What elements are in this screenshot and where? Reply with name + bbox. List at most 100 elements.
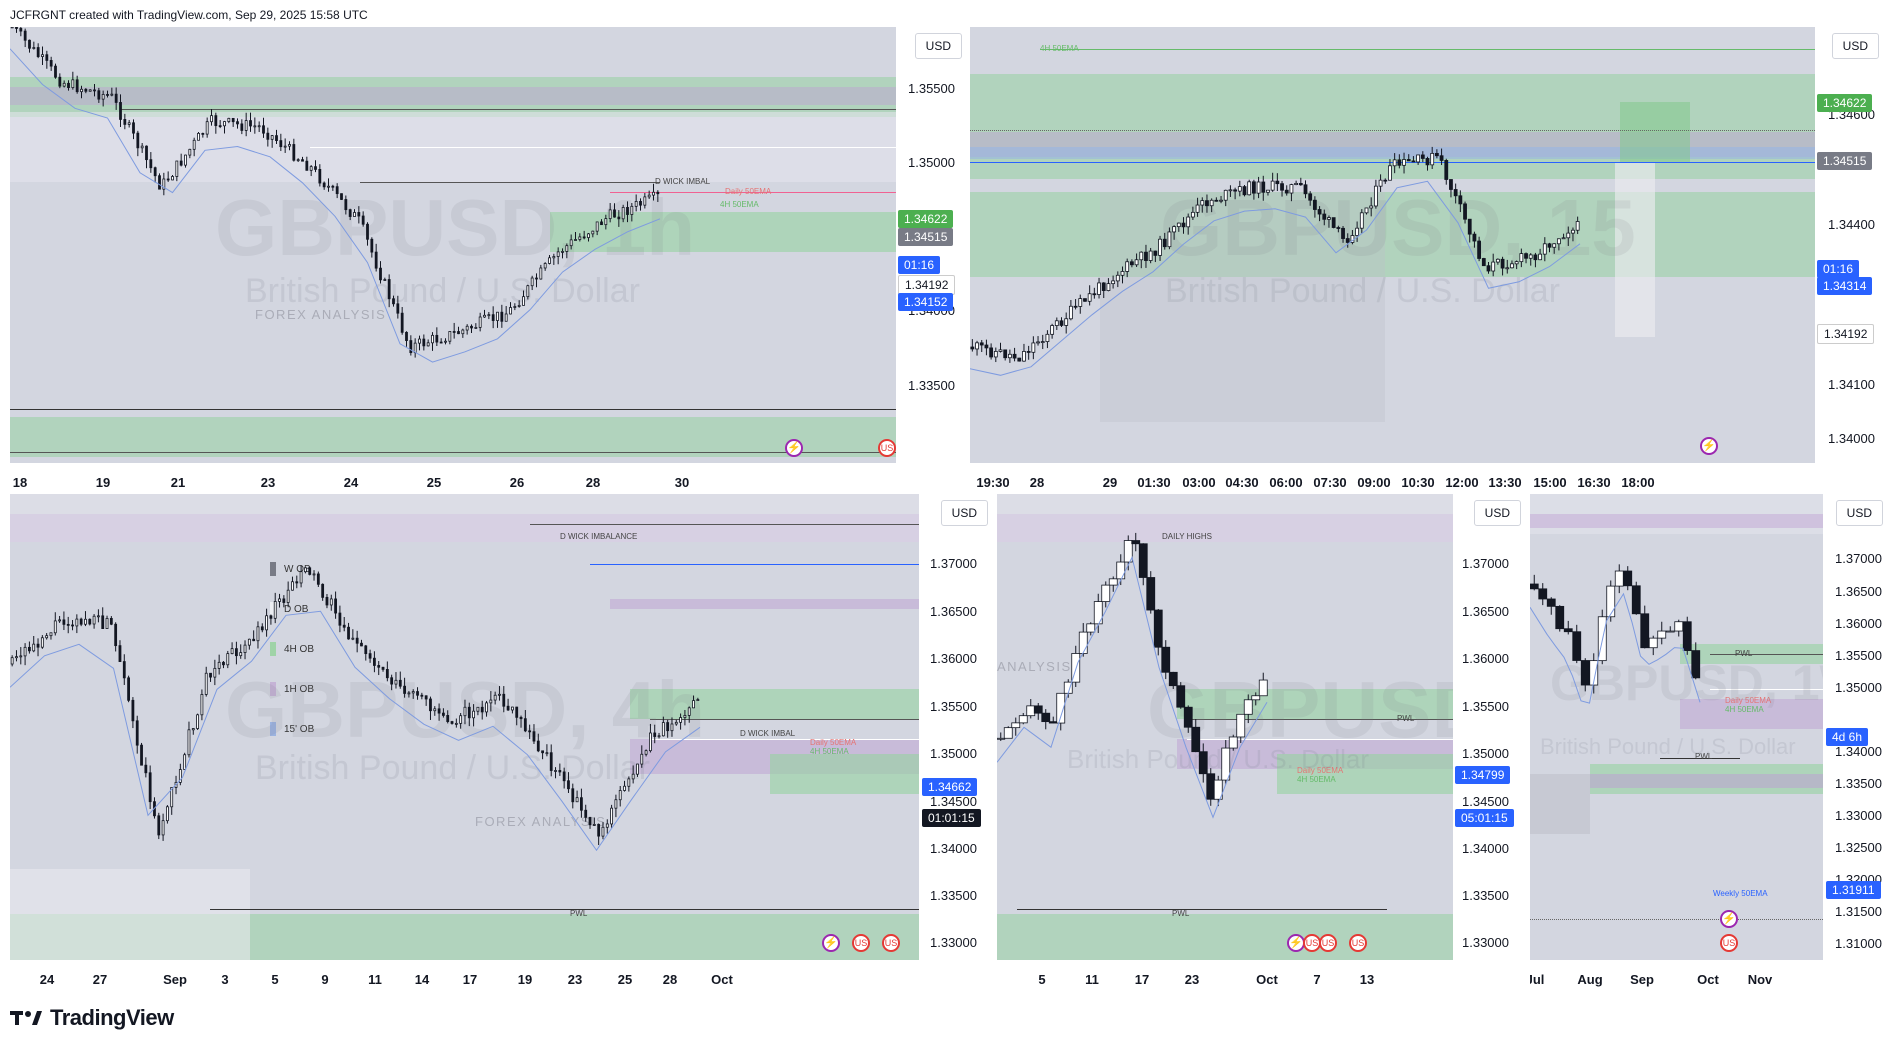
chart-panel-15m[interactable]: 4H 50EMA GBPUSD, 15 British Pound / U.S.… <box>970 27 1887 492</box>
currency-button[interactable]: USD <box>1831 33 1879 59</box>
currency-button[interactable]: USD <box>940 500 988 526</box>
plot-area[interactable]: W OB D OB 4H OB 1H OB 15' OB D WICK IMBA… <box>10 494 919 960</box>
candle-body <box>1682 621 1692 651</box>
event-icon[interactable]: ⚡ <box>1720 910 1738 928</box>
candle-body <box>400 312 404 333</box>
candle-body <box>236 121 239 125</box>
us-flag-icon[interactable]: US <box>878 439 896 457</box>
watermark-description: British Pound / U.S. Dollar <box>255 749 650 787</box>
candle-body <box>71 79 75 88</box>
candle-body <box>329 598 333 606</box>
candle-body <box>552 256 556 259</box>
candle-body <box>674 721 678 725</box>
y-tick: 1.34000 <box>1835 744 1882 759</box>
candle-body <box>595 221 599 232</box>
currency-button[interactable]: USD <box>1473 500 1521 526</box>
chart-panel-4h[interactable]: W OB D OB 4H OB 1H OB 15' OB D WICK IMBA… <box>10 494 990 990</box>
x-tick: 13 <box>1359 972 1375 987</box>
chart-panel-1h[interactable]: D WICK IMBAL Daily 50EMA 4H 50EMA GBPUSD… <box>10 27 968 492</box>
legend-4h-ob: 4H OB <box>284 643 315 655</box>
currency-button[interactable]: USD <box>914 33 962 59</box>
candle-body <box>1243 699 1253 715</box>
candle-body <box>166 806 169 822</box>
watermark-description: British Pound / U.S. Dollar <box>245 272 640 310</box>
candle-body <box>1125 261 1130 272</box>
x-tick: 14 <box>414 972 430 987</box>
plot-area[interactable]: DAILY HIGHS PWL Daily 50EMA 4H 50EMA PWL… <box>997 494 1453 960</box>
x-tick: 11 <box>368 972 382 987</box>
candle-body <box>53 620 57 634</box>
candle-body <box>1561 237 1566 240</box>
candle-body <box>266 132 270 140</box>
us-flag-icon[interactable]: US <box>1720 934 1738 952</box>
chart-panel-1w[interactable]: PWL Daily 50EMA 4H 50EMA PWL Weekly 50EM… <box>1530 494 1887 990</box>
candle-body <box>79 618 83 625</box>
x-tick: 24 <box>343 475 359 490</box>
y-tick: 1.36500 <box>930 604 977 619</box>
countdown-tag: 01:01:15 <box>922 809 981 827</box>
candle-body <box>444 340 447 343</box>
candle-body <box>626 207 629 215</box>
candle-body <box>71 624 74 627</box>
candle-body <box>196 714 199 729</box>
candle-body <box>993 351 998 358</box>
us-flag-icon[interactable]: US <box>1319 934 1337 952</box>
label-daily-50ema: Daily 50EMA <box>810 738 857 747</box>
candle-body <box>275 135 278 142</box>
plot-area[interactable]: PWL Daily 50EMA 4H 50EMA PWL Weekly 50EM… <box>1530 494 1823 960</box>
candle-body <box>1552 243 1557 248</box>
candle-body <box>1373 185 1378 207</box>
plot-area[interactable]: D WICK IMBAL Daily 50EMA 4H 50EMA GBPUSD… <box>10 27 896 463</box>
x-tick: 04:30 <box>1225 475 1259 490</box>
candle-body <box>385 668 389 679</box>
candle-body <box>1336 227 1341 229</box>
candle-body <box>101 615 105 629</box>
us-flag-icon[interactable]: US <box>882 934 900 952</box>
us-flag-icon[interactable]: US <box>1303 934 1321 952</box>
candle-body <box>1101 282 1106 291</box>
candle-body <box>1430 152 1435 166</box>
candle-body <box>119 102 122 120</box>
event-icon[interactable]: ⚡ <box>785 439 803 457</box>
y-tick: 1.34000 <box>930 841 977 856</box>
candle-body <box>687 707 691 716</box>
plot-area[interactable]: 4H 50EMA GBPUSD, 15 British Pound / U.S.… <box>970 27 1815 463</box>
candle-body <box>1003 349 1008 359</box>
candle-body <box>1026 351 1031 353</box>
currency-button[interactable]: USD <box>1835 500 1883 526</box>
candle-body <box>136 132 140 149</box>
candle-body <box>424 695 428 700</box>
candle-body <box>639 201 642 206</box>
candle-body <box>506 705 510 711</box>
candle-body <box>569 239 573 247</box>
event-icon[interactable]: ⚡ <box>1700 437 1718 455</box>
candle-body <box>222 661 225 666</box>
label-daily-50ema: Daily 50EMA <box>1725 696 1772 705</box>
price-tag-green: 1.34622 <box>898 210 954 228</box>
candle-body <box>58 76 62 87</box>
event-icon[interactable]: ⚡ <box>822 934 840 952</box>
candle-body <box>256 626 260 642</box>
event-icon[interactable]: ⚡ <box>1287 934 1305 952</box>
x-tick: 7 <box>1313 972 1321 987</box>
candle-body <box>1472 233 1477 242</box>
candle-body <box>15 27 18 29</box>
candle-body <box>1031 342 1036 353</box>
candle-body <box>1026 705 1036 717</box>
candle-body <box>535 277 538 280</box>
candle-body <box>504 313 508 322</box>
x-tick: 03:00 <box>1182 475 1216 490</box>
candle-body <box>1083 298 1087 302</box>
candle-body <box>1183 706 1193 728</box>
candle-body <box>396 303 400 314</box>
candle-body <box>247 638 251 646</box>
candle-body <box>975 342 979 350</box>
candle-body <box>1458 195 1463 205</box>
price-tag-white: 1.34192 <box>898 275 956 295</box>
us-flag-icon[interactable]: US <box>1349 934 1367 952</box>
tradingview-logo[interactable]: TradingView <box>10 1005 174 1031</box>
chart-panel-1d[interactable]: DAILY HIGHS PWL Daily 50EMA 4H 50EMA PWL… <box>997 494 1525 990</box>
us-flag-icon[interactable]: US <box>852 934 870 952</box>
candle-body <box>513 306 517 308</box>
candle-body <box>1355 227 1360 236</box>
